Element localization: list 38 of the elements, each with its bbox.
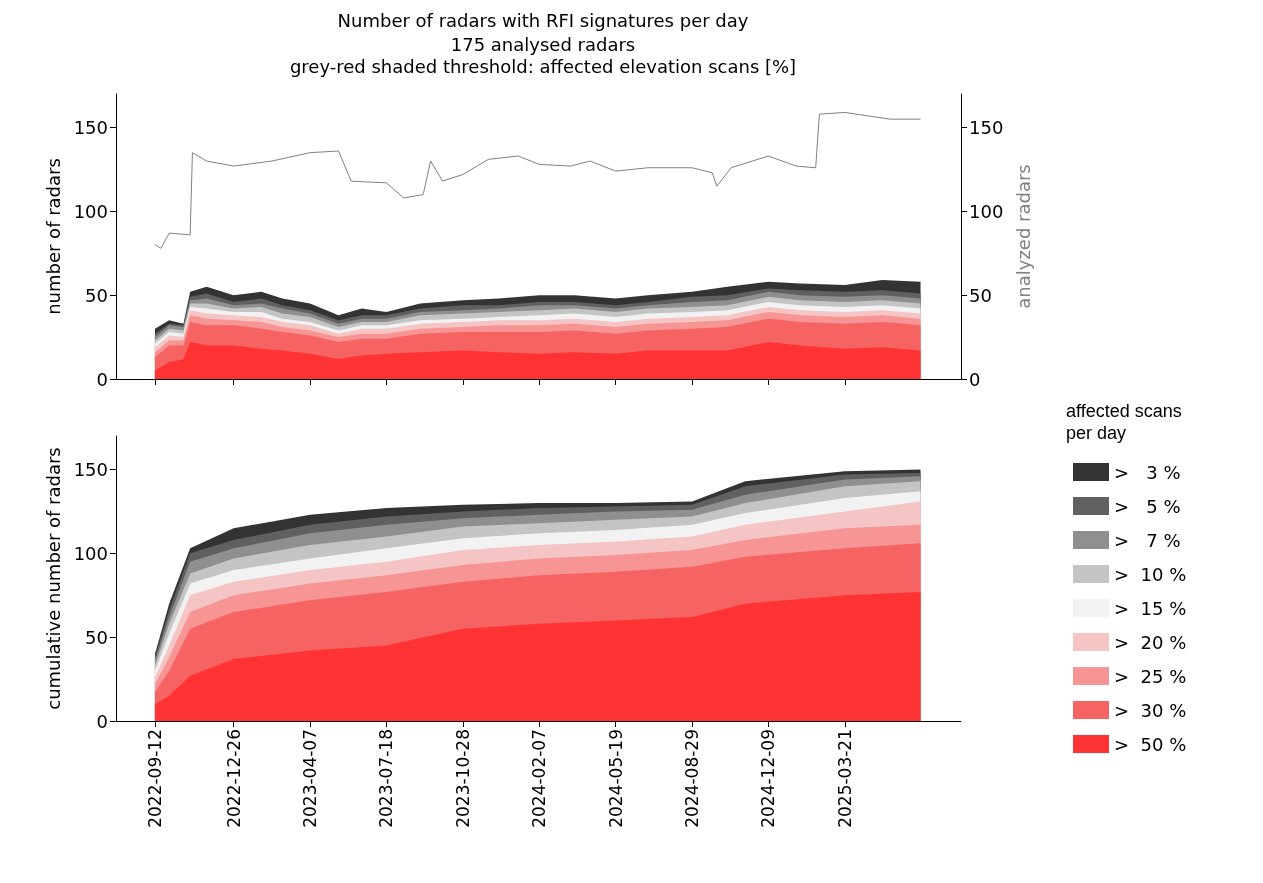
x-tick-label: 2023-07-18 <box>376 729 397 828</box>
x-tick-label: 2022-09-12 <box>144 729 165 828</box>
legend-label: > 25 % <box>1114 665 1187 687</box>
chart-subtitle: 175 analysed radars grey-red shaded threshold: affected elevation scans [%] <box>289 33 797 77</box>
x-tick-label: 2025-03-21 <box>834 729 855 828</box>
chart-title: Number of radars with RFI signatures per day <box>337 9 749 31</box>
y-tick-label: 50 <box>85 284 108 306</box>
x-tick-label: 2023-10-28 <box>452 729 473 828</box>
legend-label: > 50 % <box>1114 733 1187 755</box>
y-axis-title: cumulative number of radars <box>43 447 65 710</box>
x-tick-label: 2024-08-29 <box>682 729 703 828</box>
y-tick-label: 50 <box>85 626 108 648</box>
x-tick-label: 2024-05-19 <box>605 729 626 828</box>
y-tick-label: 0 <box>96 368 108 390</box>
y2-tick-label: 50 <box>969 284 992 306</box>
legend-label: > 20 % <box>1114 631 1187 653</box>
legend-label: > 7 % <box>1114 529 1181 551</box>
y-tick-label: 100 <box>73 200 108 222</box>
x-tick-label: 2024-12-09 <box>758 729 779 828</box>
y2-tick-label: 100 <box>969 200 1004 222</box>
x-tick-label: 2022-12-26 <box>223 729 244 828</box>
x-tick-label: 2023-04-07 <box>300 729 321 828</box>
legend-label: > 30 % <box>1114 699 1187 721</box>
legend-label: > 10 % <box>1114 563 1187 585</box>
legend-label: > 5 % <box>1114 495 1181 517</box>
y-tick-label: 0 <box>96 710 108 732</box>
y2-tick-label: 150 <box>969 117 1004 139</box>
y-tick-label: 100 <box>73 542 108 564</box>
y2-tick-label: 0 <box>969 368 981 390</box>
legend-label: > 3 % <box>1114 461 1181 483</box>
legend-title: affected scans per day <box>1066 401 1182 443</box>
y-tick-label: 150 <box>73 459 108 481</box>
y2-axis-title: analyzed radars <box>1012 164 1034 309</box>
x-tick-label: 2024-02-07 <box>529 729 550 828</box>
y-tick-label: 150 <box>73 117 108 139</box>
y-axis-title: number of radars <box>43 158 65 315</box>
line-series <box>154 111 922 249</box>
legend-label: > 15 % <box>1114 597 1187 619</box>
